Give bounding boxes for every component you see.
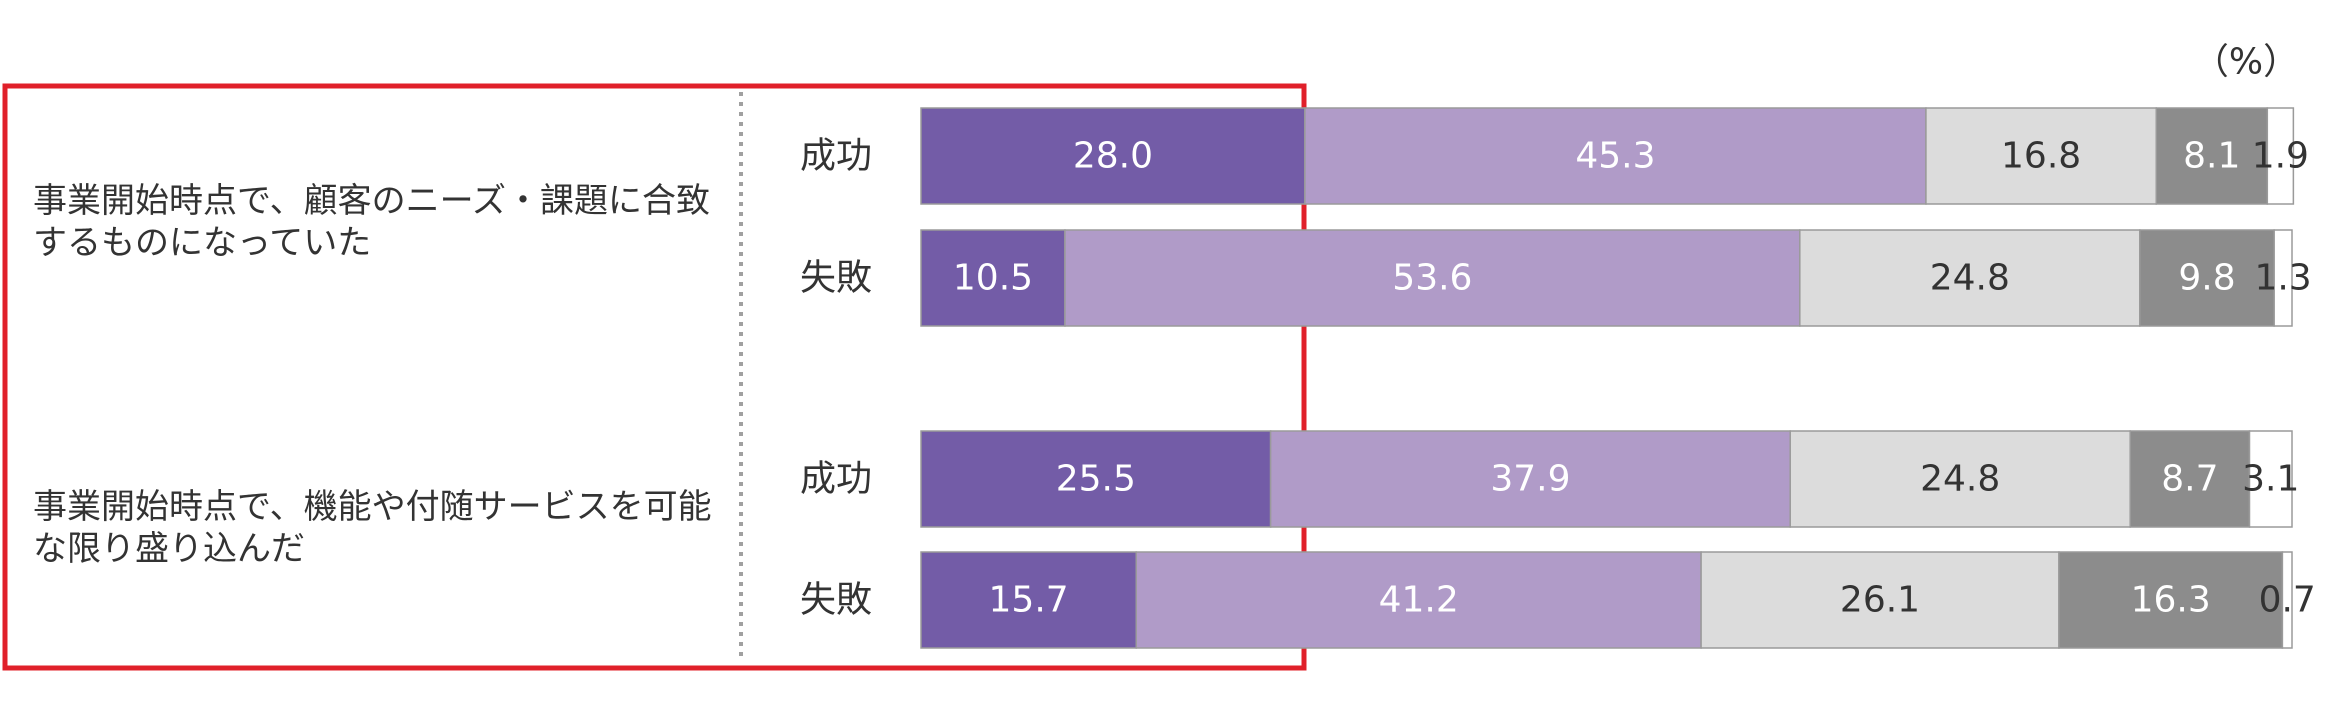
group-label: 事業開始時点で、顧客のニーズ・課題に合致するものになっていた <box>33 181 710 263</box>
bar-segment <box>2058 551 2284 649</box>
group-label: 事業開始時点で、機能や付随サービスを可能な限り盛り込んだ <box>33 487 712 569</box>
value-label: 25.5 <box>1056 459 1136 500</box>
value-label: 9.8 <box>2178 258 2235 299</box>
bar-segment <box>1799 229 2141 327</box>
bar-segment <box>1269 430 1791 528</box>
bar-segment <box>920 107 1306 205</box>
value-label: 37.9 <box>1490 459 1570 500</box>
category-label: 成功 <box>800 459 872 500</box>
bar-segment <box>2129 430 2251 528</box>
bar-segment <box>920 551 1137 649</box>
bar-segment <box>2248 430 2293 528</box>
bar-segment <box>920 229 1066 327</box>
category-label: 成功 <box>800 136 872 177</box>
unit-label: （%） <box>2193 42 2299 83</box>
value-label: 24.8 <box>1920 459 2000 500</box>
highlight-box <box>2 83 1307 671</box>
bar-segment <box>1700 551 2060 649</box>
bar-segment <box>2139 229 2275 327</box>
bar-segment <box>1135 551 1702 649</box>
bar-segment <box>2281 551 2293 649</box>
value-label: 1.9 <box>2252 136 2309 177</box>
value-label: 53.6 <box>1392 258 1472 299</box>
value-label: 0.7 <box>2259 580 2316 621</box>
value-label: 8.7 <box>2161 459 2218 500</box>
bar-segment <box>2273 229 2293 327</box>
value-label: 45.3 <box>1575 136 1655 177</box>
value-label: 41.2 <box>1379 580 1459 621</box>
value-label: 16.8 <box>2001 136 2081 177</box>
bar-segment <box>2155 107 2269 205</box>
value-label: 8.1 <box>2183 136 2240 177</box>
value-label: 26.1 <box>1840 580 1920 621</box>
bar-segment <box>1789 430 2131 528</box>
category-label: 失敗 <box>800 580 872 621</box>
value-label: 24.8 <box>1930 258 2010 299</box>
value-label: 15.7 <box>989 580 1069 621</box>
category-label: 失敗 <box>800 258 872 299</box>
value-label: 1.3 <box>2254 258 2311 299</box>
value-label: 10.5 <box>953 258 1033 299</box>
bar-segment <box>1304 107 1927 205</box>
value-label: 16.3 <box>2131 580 2211 621</box>
value-label: 3.1 <box>2242 459 2299 500</box>
value-label: 28.0 <box>1073 136 1153 177</box>
bar-segment <box>2266 107 2295 205</box>
bar-segment <box>1064 229 1801 327</box>
